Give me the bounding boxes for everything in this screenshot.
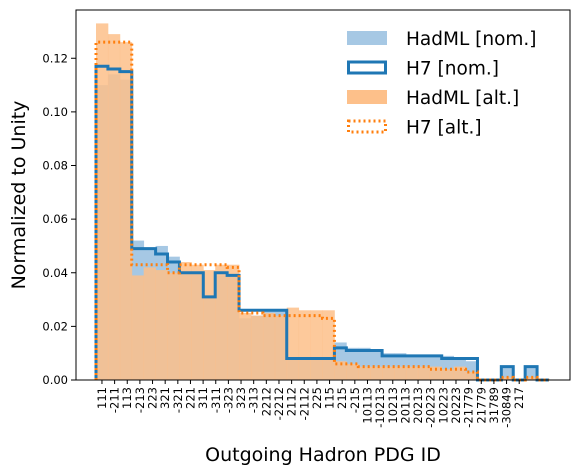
- x-tick-label: 21779: [474, 387, 488, 424]
- y-tick-label: 0.12: [42, 51, 68, 65]
- y-tick-label: 0.06: [42, 212, 68, 226]
- bar-hadml-alt--311: [227, 264, 240, 380]
- bar-hadml-alt-20223: [465, 371, 478, 380]
- x-tick-label: -20223: [424, 387, 438, 428]
- legend-swatch: [347, 31, 387, 45]
- x-tick-label: 113: [120, 387, 134, 409]
- x-tick-label: 2112: [285, 387, 299, 416]
- x-tick-label: -313: [247, 387, 261, 413]
- x-tick-label: 20223: [449, 387, 463, 424]
- bar-hadml-alt-115: [346, 363, 359, 380]
- x-tick-label: 10213: [386, 387, 400, 424]
- x-tick-label: 217: [512, 387, 526, 409]
- legend-swatch: [347, 60, 387, 75]
- x-tick-label: 225: [310, 387, 324, 409]
- y-tick-label: 0.10: [42, 105, 68, 119]
- x-tick-label: -321: [171, 387, 185, 413]
- x-axis: 111-211113-213223321-321221311-311-32332…: [95, 380, 526, 428]
- y-axis-label: Normalized to Unity: [8, 101, 30, 290]
- bar-hadml-nom-31789: [501, 366, 514, 380]
- x-tick-label: -10213: [373, 387, 387, 428]
- legend-swatch: [347, 119, 387, 134]
- x-tick-label: 20113: [398, 387, 412, 424]
- bar-hadml-alt-10113: [382, 366, 395, 380]
- x-tick-label: -21779: [462, 387, 476, 428]
- x-tick-label: 221: [183, 387, 197, 409]
- x-tick-label: 20213: [411, 387, 425, 424]
- x-tick-label: 311: [196, 387, 210, 409]
- bar-hadml-alt-2212: [286, 307, 300, 380]
- x-tick-label: -213: [133, 387, 147, 413]
- bar-hadml-alt-111: [96, 23, 109, 381]
- bar-hadml-alt-223: [167, 272, 180, 380]
- bar-hadml-alt-20113: [417, 366, 431, 380]
- bar-hadml-alt-323: [250, 315, 264, 380]
- bar-hadml-alt--323: [239, 312, 252, 380]
- bar-hadml-nom-217: [525, 366, 538, 380]
- legend-swatch: [347, 90, 387, 104]
- legend: HadML [nom.] H7 [nom.] HadML [alt.] H7 [alt…: [347, 29, 537, 139]
- x-tick-label: -215: [348, 387, 362, 413]
- bar-hadml-alt--20213: [441, 369, 455, 380]
- bar-hadml-alt-225: [334, 361, 347, 380]
- y-tick-label: 0.00: [42, 373, 68, 387]
- bar-hadml-alt--2212: [298, 310, 311, 380]
- x-tick-label: 321: [158, 387, 172, 409]
- y-tick-label: 0.02: [42, 319, 68, 333]
- legend-label: HadML [nom.]: [406, 29, 537, 50]
- x-tick-label: 115: [323, 387, 337, 409]
- bar-hadml-alt--213: [143, 267, 157, 380]
- bar-hadml-alt-321: [179, 262, 192, 380]
- y-tick-label: 0.04: [42, 266, 68, 280]
- bars-layer: [96, 23, 550, 381]
- x-tick-label: -311: [209, 387, 223, 413]
- x-tick-label: 31789: [487, 387, 501, 424]
- x-tick-label: 323: [234, 387, 248, 409]
- bar-hadml-alt--211: [107, 34, 121, 381]
- plot-frame: [75, 9, 571, 381]
- x-axis-label: Outgoing Hadron PDG ID: [205, 444, 441, 466]
- legend-label: HadML [alt.]: [406, 88, 519, 109]
- bar-hadml-alt--215: [358, 366, 371, 380]
- bar-hadml-alt-313: [262, 312, 276, 380]
- x-tick-label: -211: [108, 387, 122, 413]
- bar-hadml-alt-215: [370, 366, 383, 380]
- x-tick-label: 223: [146, 387, 160, 409]
- x-tick-label: -2212: [272, 387, 286, 420]
- y-axis: 0.00 0.02 0.04 0.06 0.08 0.10 0.12: [42, 51, 76, 387]
- bar-hadml-alt--321: [191, 264, 204, 380]
- x-tick-label: 10113: [360, 387, 374, 424]
- x-tick-label: 10223: [436, 387, 450, 424]
- x-tick-label: 215: [335, 387, 349, 409]
- legend-label: H7 [nom.]: [406, 59, 499, 80]
- bar-hadml-alt-20213: [429, 366, 443, 380]
- x-tick-label: 111: [95, 387, 109, 409]
- bar-hadml-alt-2112: [310, 310, 323, 380]
- bar-hadml-alt-10213: [405, 366, 419, 380]
- bar-hadml-alt-211: [119, 42, 133, 380]
- bar-hadml-alt-113: [131, 275, 145, 380]
- legend-label: H7 [alt.]: [406, 118, 482, 139]
- bar-hadml-alt--10213: [394, 366, 407, 380]
- x-tick-label: -2112: [297, 387, 311, 420]
- step-h7-alt: [94, 40, 549, 382]
- bar-hadml-alt-311: [215, 264, 228, 380]
- bar-hadml-alt-213: [155, 270, 168, 380]
- x-tick-label: -323: [221, 387, 235, 413]
- bar-hadml-alt--313: [274, 315, 288, 380]
- x-tick-label: 2212: [259, 387, 273, 416]
- x-tick-label: -30849: [500, 387, 514, 428]
- bar-hadml-alt--2112: [322, 310, 335, 380]
- y-tick-label: 0.08: [42, 159, 68, 173]
